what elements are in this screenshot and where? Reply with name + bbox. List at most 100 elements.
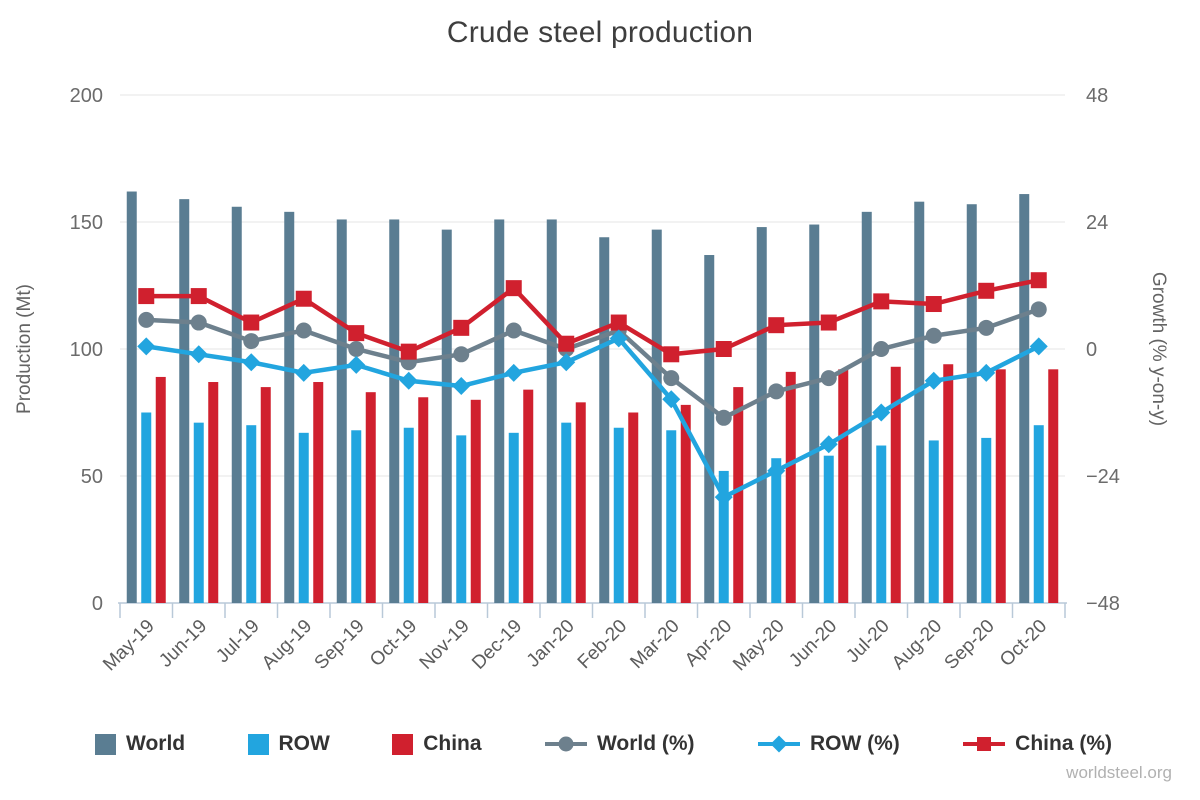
world-pct-marker [873, 341, 890, 357]
row-pct-marker [452, 377, 471, 396]
china-pct-marker [243, 314, 260, 331]
row-bar [456, 435, 467, 603]
y-axis-right-title: Growth (% y-on-y) [1148, 272, 1169, 426]
legend-item-china[interactable]: China [392, 732, 482, 756]
x-axis-month-label: Apr-20 [681, 616, 736, 671]
china-bar [365, 392, 376, 603]
world-bar [704, 255, 715, 603]
y-axis-right-tick-label: −48 [1086, 593, 1120, 615]
world-bar [284, 211, 295, 603]
china-bar [785, 371, 796, 603]
world-bar [599, 237, 610, 604]
x-axis-month-label: May-20 [729, 616, 789, 676]
world-bar [231, 206, 242, 603]
legend-marker-world-pct [544, 736, 587, 752]
row-pct-marker [347, 355, 366, 374]
y-axis-left-tick-label: 0 [92, 593, 103, 615]
world-pct-marker [768, 383, 785, 400]
world-pct-marker [453, 346, 470, 363]
china-pct-marker [663, 346, 680, 363]
row-bar [771, 458, 782, 603]
china-bar [523, 389, 534, 603]
world-pct-marker [190, 314, 207, 331]
china-pct-marker [295, 290, 312, 307]
legend-label-world: World [126, 732, 186, 755]
china-pct-marker [925, 296, 942, 313]
row-bar [666, 430, 677, 603]
china-bar [995, 369, 1006, 603]
row-bar [718, 470, 729, 603]
china-bar [838, 369, 849, 603]
y-axis-left-tick-label: 150 [70, 212, 103, 234]
row-bar [981, 437, 992, 603]
row-pct-marker [557, 353, 576, 372]
world-bar [494, 219, 505, 603]
x-axis-month-label: Jul-20 [842, 616, 893, 667]
row-bar [613, 427, 624, 603]
row-pct-marker [504, 363, 523, 382]
row-bar [876, 445, 887, 603]
world-pct-marker [505, 322, 522, 339]
china-pct-marker [610, 314, 627, 331]
world-bar [441, 229, 452, 603]
china-bar [208, 382, 219, 603]
world-pct-marker [1030, 301, 1047, 318]
y-axis-left-tick-label: 200 [70, 85, 103, 107]
legend-label-row-pct: ROW (%) [809, 732, 900, 755]
row-pct-marker [767, 461, 786, 480]
x-axis-month-label: Jul-19 [212, 616, 263, 667]
row-bar [193, 422, 204, 603]
china-pct-marker [348, 325, 365, 342]
world-pct-marker [295, 322, 312, 339]
china-pct-marker [558, 335, 575, 352]
legend-item-china-pct[interactable]: China (%) [962, 732, 1112, 756]
x-axis-month-label: Oct-19 [366, 616, 421, 671]
world-pct-marker [925, 327, 942, 344]
world-pct-marker [820, 370, 837, 387]
legend-item-world[interactable]: World [95, 732, 185, 756]
legend-item-world-pct[interactable]: World (%) [544, 732, 695, 756]
row-bar [1033, 425, 1044, 603]
world-pct-marker [663, 370, 680, 387]
legend-item-row[interactable]: ROW [247, 732, 330, 756]
row-pct-marker [662, 390, 681, 409]
china-bar [628, 412, 639, 603]
world-bar [546, 219, 557, 603]
china-pct-marker [138, 288, 155, 305]
row-pct-marker [977, 363, 996, 382]
world-bar [914, 201, 925, 603]
row-bar [508, 432, 519, 603]
world-bar [809, 224, 820, 604]
china-bar [733, 387, 744, 603]
y-axis-right-tick-label: 48 [1086, 85, 1108, 107]
row-bar [246, 425, 257, 603]
china-bar [155, 376, 166, 603]
world-bar [756, 227, 767, 603]
y-axis-right-tick-label: 0 [1086, 339, 1097, 361]
row-bar [351, 430, 362, 603]
legend-marker-china-pct [963, 737, 1006, 751]
row-bar [928, 440, 939, 603]
chart-area: 200 150 100 50 0 48 24 0 −24 −48 Production (Mt) Gr… [0, 55, 1200, 755]
legend-swatch-china [392, 733, 414, 755]
row-bar [141, 412, 152, 603]
x-axis-month-label: May-19 [99, 616, 159, 676]
china-bar [418, 397, 429, 603]
x-axis-month-label: Sep-20 [941, 616, 999, 674]
legend-item-row-pct[interactable]: ROW (%) [757, 732, 900, 756]
x-axis-month-label: Nov-19 [416, 616, 474, 674]
china-pct-marker [400, 343, 417, 360]
world-bar [966, 204, 977, 603]
china-pct-marker [505, 280, 522, 297]
china-pct-marker [978, 282, 995, 299]
legend-label-china-pct: China (%) [1015, 732, 1112, 755]
row-pct-line [145, 335, 1040, 501]
chart-legend: World ROW China World (%) ROW (%) China (%) [95, 722, 1112, 766]
x-axis-month-label: Jan-20 [523, 616, 579, 672]
china-pct-marker [715, 341, 732, 357]
world-bar [389, 219, 400, 603]
china-bar [680, 404, 691, 603]
china-bar [1048, 369, 1059, 603]
world-pct-marker [243, 333, 260, 350]
china-bar [943, 364, 954, 603]
